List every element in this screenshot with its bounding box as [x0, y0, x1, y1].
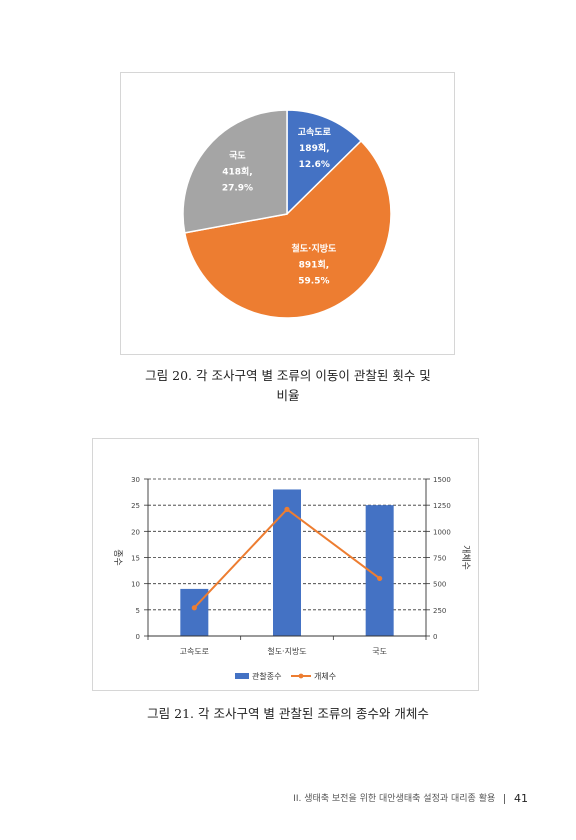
pie-value-railway-localroad: 891회, — [299, 259, 330, 271]
pie-chart: 고속도로 189회, 12.6% 철도·지방도 891회, 59.5% 국도 418회, 27.… — [182, 109, 392, 319]
footer-chapter-title: II. 생태축 보전을 위한 대안생태축 설정과 대리종 활용 — [293, 794, 496, 804]
y-tick-label: 10 — [131, 581, 140, 589]
pie-slice-national-road — [182, 109, 288, 234]
legend-label-bar: 관찰종수 — [252, 671, 281, 681]
figure-20-caption-line2: 비율 — [276, 388, 300, 403]
pie-label-railway-localroad: 철도·지방도 — [291, 243, 337, 255]
y2-tick-label: 1000 — [433, 528, 451, 536]
y2-tick-label: 0 — [433, 633, 437, 641]
figure-21-caption: 그림 21. 각 조사구역 별 관찰된 조류의 종수와 개체수 — [0, 704, 576, 724]
y2-tick-label: 1250 — [433, 502, 451, 510]
y-tick-label: 30 — [131, 476, 140, 484]
pie-label-national-road: 국도 — [229, 151, 246, 162]
bar-1 — [273, 489, 301, 636]
y2-tick-label: 1500 — [433, 476, 451, 484]
legend-marker-line — [298, 673, 304, 679]
pie-chart-frame: 고속도로 189회, 12.6% 철도·지방도 891회, 59.5% 국도 418회, 27.… — [120, 72, 455, 355]
page-footer: II. 생태축 보전을 위한 대안생태축 설정과 대리종 활용 41 — [293, 791, 528, 805]
x-category-label: 철도·지방도 — [267, 646, 306, 656]
pie-slice-railway-localroad — [183, 139, 392, 319]
footer-divider — [504, 793, 506, 804]
x-category-label: 고속도로 — [180, 647, 209, 656]
y-tick-label: 20 — [131, 528, 140, 536]
pie-percent-highway: 12.6% — [299, 160, 330, 170]
line-point-0 — [191, 605, 197, 611]
pie-percent-railway-localroad: 59.5% — [298, 277, 329, 287]
y2-tick-label: 250 — [433, 607, 446, 615]
pie-label-highway: 고속도로 — [298, 126, 332, 138]
figure-20-caption-line1: 그림 20. 각 조사구역 별 조류의 이동이 관찰된 횟수 및 — [145, 368, 431, 383]
line-point-2 — [377, 575, 383, 582]
figure-20-caption: 그림 20. 각 조사구역 별 조류의 이동이 관찰된 횟수 및 비율 — [0, 366, 576, 406]
y-tick-label: 5 — [136, 607, 140, 615]
y-tick-label: 15 — [131, 555, 140, 563]
legend-swatch-bar — [235, 673, 249, 679]
pie-value-national-road: 418회, — [222, 166, 253, 178]
y2-axis-title: 개체수 — [460, 545, 471, 570]
x-category-label: 국도 — [372, 647, 387, 656]
legend-label-line: 개체수 — [314, 671, 336, 681]
pie-value-highway: 189회, — [299, 142, 330, 154]
figure-21-caption-text: 그림 21. 각 조사구역 별 관찰된 조류의 종수와 개체수 — [147, 706, 429, 721]
y-tick-label: 25 — [131, 502, 140, 510]
line-point-1 — [284, 506, 290, 512]
y-tick-label: 0 — [136, 633, 140, 641]
pie-slice-highway — [286, 109, 363, 216]
y2-tick-label: 750 — [433, 555, 446, 563]
page-number: 41 — [514, 792, 528, 805]
y-axis-title: 종수 — [112, 549, 123, 566]
combo-chart-frame: 0 5 10 15 20 25 30 0 250 500 750 1000 1250 1500 종수 개체수 고… — [92, 438, 479, 691]
y2-tick-label: 500 — [433, 581, 446, 589]
pie-percent-national-road: 27.9% — [222, 184, 253, 194]
